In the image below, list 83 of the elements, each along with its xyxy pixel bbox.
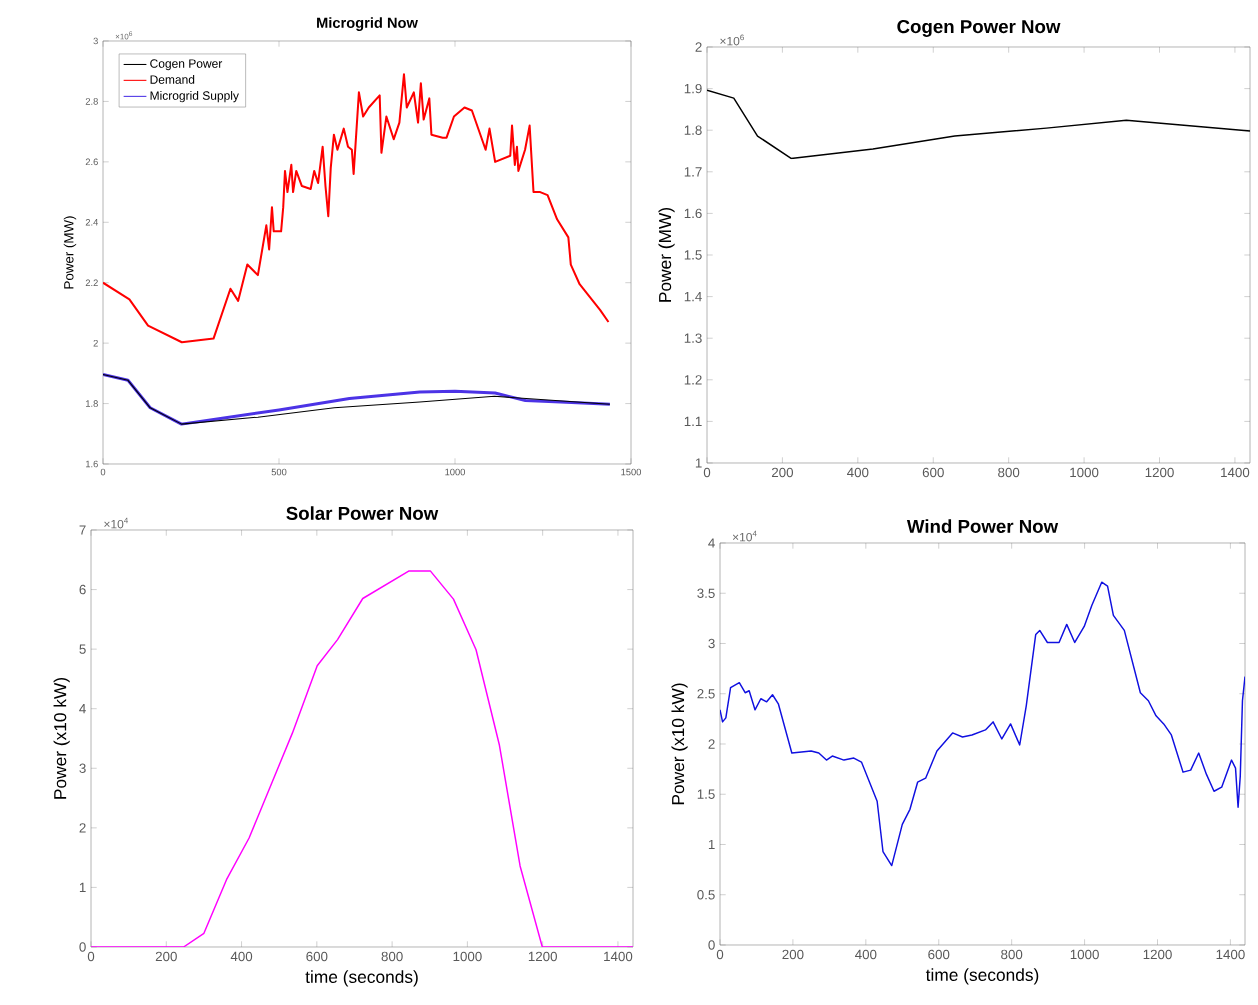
chart-title: Microgrid Now [317, 17, 418, 31]
y-axis-title: Power (x10 kW) [671, 683, 688, 805]
y-tick-label: 1.4 [684, 292, 702, 302]
y-tick-label: 2 [93, 339, 98, 347]
x-tick-label: 1200 [1143, 949, 1172, 960]
y-tick-label: 2 [79, 823, 86, 833]
x-tick-label: 1400 [1216, 949, 1245, 960]
x-tick-label: 800 [381, 951, 403, 962]
legend-label: Demand [150, 74, 195, 84]
y-tick-label: 2.8 [85, 98, 98, 105]
legend-label: Cogen Power [150, 59, 223, 71]
y-tick-label: 1 [695, 458, 702, 468]
line-series [707, 89, 1250, 160]
legend-label: Microgrid Supply [150, 91, 239, 103]
y-tick-label: 1.5 [684, 250, 702, 260]
x-tick-label: 1200 [1145, 467, 1174, 478]
y-tick-label: 3 [93, 37, 98, 45]
y-tick-label: 2.6 [85, 158, 98, 166]
y-tick-label: 1.2 [684, 375, 702, 385]
x-tick-label: 0 [716, 949, 724, 960]
chart-title: Solar Power Now [286, 506, 439, 520]
x-tick-label: 1200 [528, 951, 557, 962]
x-tick-label: 400 [230, 951, 253, 962]
y-tick-label: 0 [708, 940, 715, 950]
y-tick-label: 2.2 [85, 279, 98, 286]
y-tick-label: 2 [708, 739, 715, 749]
x-tick-label: 200 [782, 949, 804, 960]
x-tick-label: 1400 [604, 951, 633, 962]
chart-title: Cogen Power Now [897, 19, 1061, 37]
text: ×10$^{6}$ [115, 31, 133, 40]
y-tick-label: 1.1 [684, 416, 702, 426]
y-tick-label: 1 [708, 839, 715, 850]
y-axis-title: Power (MW) [658, 207, 675, 302]
y-tick-label: 1.8 [684, 125, 702, 135]
y-tick-label: 1 [79, 882, 86, 893]
y-tick-label: 3.5 [697, 588, 715, 598]
x-tick-label: 1000 [445, 468, 466, 476]
x-tick-label: 800 [998, 467, 1020, 478]
x-tick-label: 1000 [1070, 467, 1099, 478]
y-tick-label: 2.4 [85, 219, 99, 226]
chart-title: Wind Power Now [906, 519, 1059, 533]
y-tick-label: 1.8 [86, 400, 98, 407]
y-tick-label: 0.5 [697, 890, 715, 900]
x-tick-label: 800 [1001, 949, 1023, 960]
x-tick-label: 1000 [1070, 949, 1099, 960]
x-tick-label: 1500 [621, 468, 642, 476]
y-tick-label: 6 [79, 584, 86, 595]
y-tick-label: 3 [708, 638, 715, 649]
text: ×10$^{4}$ [732, 530, 757, 542]
line-series [91, 570, 633, 947]
x-tick-label: 1000 [453, 951, 482, 962]
x-axis-title: time (seconds) [305, 970, 418, 987]
y-tick-label: 4 [708, 538, 715, 548]
y-tick-label: 0 [79, 942, 86, 952]
x-tick-label: 200 [771, 467, 794, 478]
y-tick-label: 3 [79, 763, 86, 773]
line-series [103, 73, 610, 344]
y-tick-label: 1.3 [684, 333, 702, 343]
x-tick-label: 1400 [1221, 467, 1250, 478]
x-tick-label: 600 [922, 467, 944, 478]
y-axis-title: Power (x10 kW) [53, 677, 70, 799]
y-tick-label: 2.5 [697, 689, 715, 699]
x-tick-label: 0 [100, 468, 106, 476]
x-tick-label: 400 [855, 949, 877, 960]
y-tick-label: 1.5 [697, 789, 715, 799]
x-tick-label: 600 [306, 951, 328, 962]
line-series [720, 581, 1246, 867]
y-tick-label: 5 [79, 644, 86, 654]
text: ×10$^{4}$ [104, 517, 129, 529]
y-tick-label: 1.7 [684, 167, 702, 177]
x-tick-label: 400 [847, 467, 869, 478]
x-tick-label: 600 [928, 949, 950, 960]
y-tick-label: 1.6 [86, 460, 98, 468]
text: ×10$^{6}$ [720, 34, 744, 46]
y-tick-label: 2 [695, 42, 702, 52]
x-tick-label: 200 [155, 951, 177, 962]
y-axis-title: Power (MW) [63, 216, 77, 289]
y-tick-label: 7 [79, 525, 86, 535]
y-tick-label: 4 [79, 704, 86, 714]
x-axis-title: time (seconds) [925, 968, 1039, 985]
x-tick-label: 500 [271, 468, 287, 476]
y-tick-label: 1.9 [684, 83, 702, 94]
y-tick-label: 1.6 [684, 208, 702, 219]
